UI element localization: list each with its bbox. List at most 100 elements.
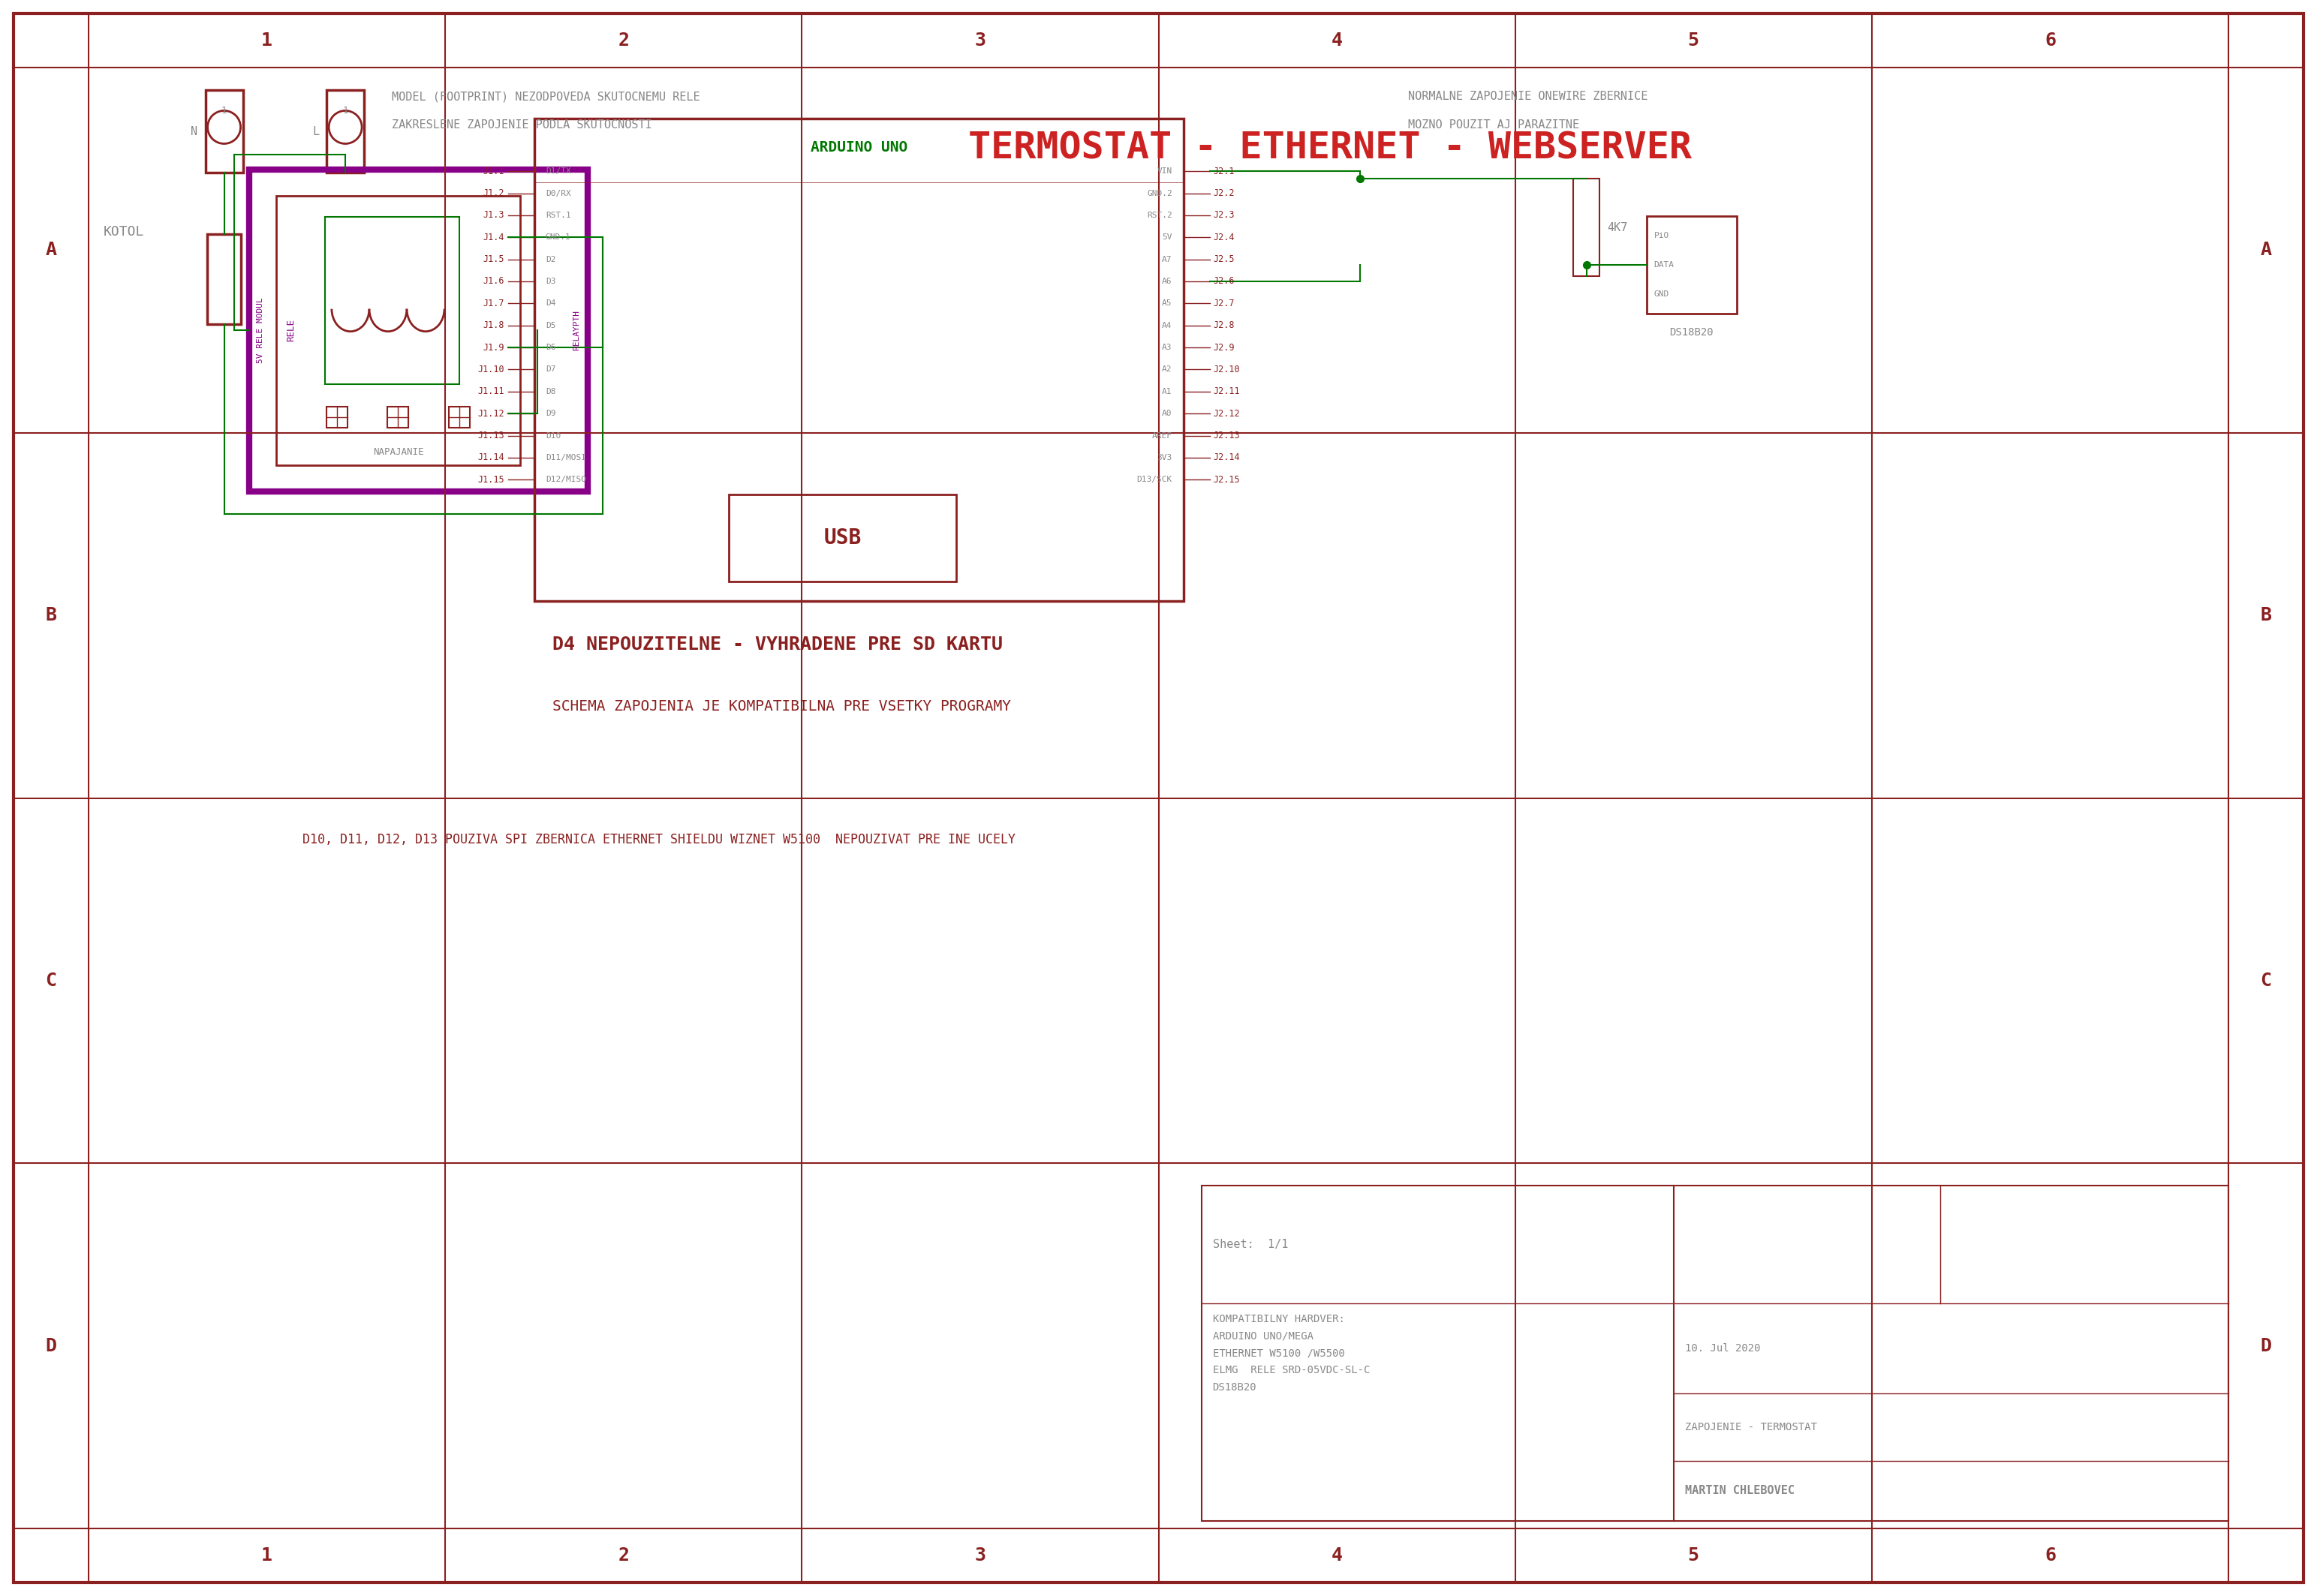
Text: J2.15: J2.15 bbox=[1214, 476, 1240, 485]
Text: J1.4: J1.4 bbox=[482, 233, 505, 243]
Bar bbox=[276, 195, 519, 466]
Text: MOZNO POUZIT AJ PARAZITNE: MOZNO POUZIT AJ PARAZITNE bbox=[1409, 120, 1580, 131]
Text: J1.2: J1.2 bbox=[482, 188, 505, 198]
Text: D4 NEPOUZITELNE - VYHRADENE PRE SD KARTU: D4 NEPOUZITELNE - VYHRADENE PRE SD KARTU bbox=[551, 635, 1003, 654]
Text: D9: D9 bbox=[544, 410, 556, 417]
Text: MARTIN CHLEBOVEC: MARTIN CHLEBOVEC bbox=[1684, 1486, 1796, 1497]
Text: RST.2: RST.2 bbox=[1147, 212, 1172, 219]
Text: A: A bbox=[2261, 241, 2271, 259]
Text: D8: D8 bbox=[544, 388, 556, 396]
Text: 2: 2 bbox=[619, 32, 630, 49]
Text: J2.9: J2.9 bbox=[1214, 343, 1235, 353]
Text: J1.5: J1.5 bbox=[482, 254, 505, 265]
Text: 3V3: 3V3 bbox=[1156, 453, 1172, 461]
Text: GND: GND bbox=[1654, 290, 1668, 298]
Text: SCHEMA ZAPOJENIA JE KOMPATIBILNA PRE VSETKY PROGRAMY: SCHEMA ZAPOJENIA JE KOMPATIBILNA PRE VSE… bbox=[551, 699, 1010, 713]
Text: 5V: 5V bbox=[1163, 233, 1172, 241]
Text: 5: 5 bbox=[1687, 32, 1698, 49]
Text: 5V RELE MODUL: 5V RELE MODUL bbox=[257, 297, 264, 364]
Text: 10. Jul 2020: 10. Jul 2020 bbox=[1684, 1344, 1761, 1353]
Text: NORMALNE ZAPOJENIE ONEWIRE ZBERNICE: NORMALNE ZAPOJENIE ONEWIRE ZBERNICE bbox=[1409, 91, 1647, 102]
Bar bbox=[206, 235, 241, 324]
Text: C: C bbox=[46, 972, 56, 990]
Text: RELE: RELE bbox=[287, 319, 297, 342]
Text: 2: 2 bbox=[619, 1547, 630, 1564]
Text: RST.1: RST.1 bbox=[544, 212, 570, 219]
Text: PiO: PiO bbox=[1654, 231, 1668, 239]
Bar bbox=[535, 118, 1184, 600]
Text: D5: D5 bbox=[544, 322, 556, 329]
Text: J1.3: J1.3 bbox=[482, 211, 505, 220]
Text: A4: A4 bbox=[1163, 322, 1172, 329]
Bar bbox=[248, 169, 589, 492]
Text: 1: 1 bbox=[262, 32, 273, 49]
Text: J2.4: J2.4 bbox=[1214, 233, 1235, 243]
Text: D: D bbox=[2261, 1337, 2271, 1355]
Text: J2.10: J2.10 bbox=[1214, 364, 1240, 375]
Text: D1/TX: D1/TX bbox=[544, 168, 570, 176]
Text: J1.8: J1.8 bbox=[482, 321, 505, 330]
Text: A: A bbox=[46, 241, 56, 259]
Text: ZAPOJENIE - TERMOSTAT: ZAPOJENIE - TERMOSTAT bbox=[1684, 1422, 1817, 1432]
Text: VIN: VIN bbox=[1156, 168, 1172, 176]
Bar bbox=[1647, 215, 1735, 314]
Text: A3: A3 bbox=[1163, 343, 1172, 351]
Text: 4: 4 bbox=[1332, 1547, 1342, 1564]
Text: J1.10: J1.10 bbox=[477, 364, 505, 375]
Text: KOTOL: KOTOL bbox=[104, 225, 144, 239]
Text: 4: 4 bbox=[1332, 32, 1342, 49]
Text: DS18B20: DS18B20 bbox=[1671, 327, 1715, 338]
Text: AREF: AREF bbox=[1152, 433, 1172, 439]
Text: DATA: DATA bbox=[1654, 262, 1675, 268]
Text: N: N bbox=[190, 126, 197, 137]
Text: D4: D4 bbox=[544, 300, 556, 306]
Text: J1.1: J1.1 bbox=[482, 166, 505, 176]
Text: D11/MOSI: D11/MOSI bbox=[544, 453, 586, 461]
Text: 3: 3 bbox=[975, 1547, 985, 1564]
Text: B: B bbox=[46, 606, 56, 624]
Text: D0/RX: D0/RX bbox=[544, 190, 570, 196]
Text: Sheet:  1/1: Sheet: 1/1 bbox=[1212, 1238, 1288, 1250]
Text: D13/SCK: D13/SCK bbox=[1138, 476, 1172, 484]
Bar bbox=[449, 407, 470, 428]
Bar bbox=[206, 89, 243, 172]
Text: NAPAJANIE: NAPAJANIE bbox=[373, 447, 424, 456]
Text: L: L bbox=[313, 126, 320, 137]
Bar bbox=[730, 495, 957, 581]
Text: A5: A5 bbox=[1163, 300, 1172, 306]
Text: J1.13: J1.13 bbox=[477, 431, 505, 440]
Bar bbox=[387, 407, 408, 428]
Text: 1: 1 bbox=[262, 1547, 273, 1564]
Text: MODEL (FOOTPRINT) NEZODPOVEDA SKUTOCNEMU RELE: MODEL (FOOTPRINT) NEZODPOVEDA SKUTOCNEMU… bbox=[392, 91, 700, 102]
Text: J1.7: J1.7 bbox=[482, 298, 505, 308]
Text: ARDUINO UNO: ARDUINO UNO bbox=[811, 140, 908, 155]
Text: 5: 5 bbox=[1687, 1547, 1698, 1564]
Text: J1.11: J1.11 bbox=[477, 386, 505, 396]
Text: C: C bbox=[2261, 972, 2271, 990]
Text: GND.1: GND.1 bbox=[544, 233, 570, 241]
Text: J1.14: J1.14 bbox=[477, 453, 505, 463]
Text: 1: 1 bbox=[222, 105, 227, 115]
Text: D: D bbox=[46, 1337, 56, 1355]
Text: D7: D7 bbox=[544, 365, 556, 373]
Text: J2.5: J2.5 bbox=[1214, 254, 1235, 265]
Text: J1.15: J1.15 bbox=[477, 476, 505, 485]
Text: J2.1: J2.1 bbox=[1214, 166, 1235, 176]
Text: 4K7: 4K7 bbox=[1608, 222, 1627, 233]
Text: A2: A2 bbox=[1163, 365, 1172, 373]
Text: J1.6: J1.6 bbox=[482, 276, 505, 286]
Text: RELAYPTH: RELAYPTH bbox=[572, 310, 579, 351]
Text: J1.12: J1.12 bbox=[477, 409, 505, 418]
Bar bbox=[1573, 179, 1599, 276]
Text: GND.2: GND.2 bbox=[1147, 190, 1172, 196]
Text: B: B bbox=[2261, 606, 2271, 624]
Text: J2.12: J2.12 bbox=[1214, 409, 1240, 418]
Text: USB: USB bbox=[825, 528, 862, 549]
Text: D10: D10 bbox=[544, 433, 561, 439]
Text: A1: A1 bbox=[1163, 388, 1172, 396]
Text: J2.3: J2.3 bbox=[1214, 211, 1235, 220]
Text: 3: 3 bbox=[975, 32, 985, 49]
Text: D2: D2 bbox=[544, 255, 556, 263]
Text: J2.7: J2.7 bbox=[1214, 298, 1235, 308]
Text: A0: A0 bbox=[1163, 410, 1172, 417]
